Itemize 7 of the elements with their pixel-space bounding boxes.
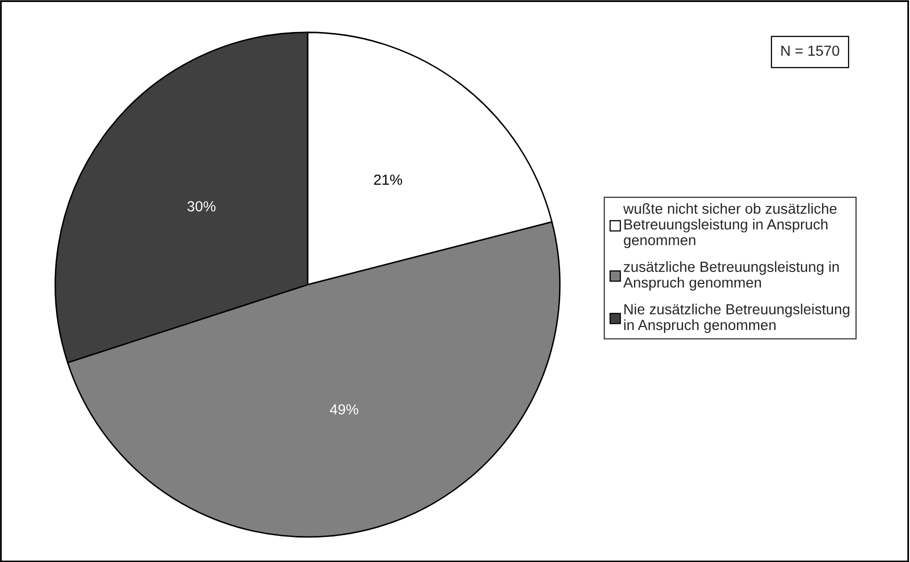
legend-label: wußte nicht sicher ob zusätzliche Betreuungsleistung in Anspruch genommen xyxy=(623,203,837,248)
text: N = 1570 xyxy=(781,46,840,56)
data-label: 49% xyxy=(330,404,358,415)
legend-label: zusätzliche Betreuungsleistung in Anspruch genommen xyxy=(623,261,839,291)
data-label: 21% xyxy=(374,174,402,185)
legend-label: Nie zusätzliche Betreuungsleistung in Anspruch genommen xyxy=(624,304,850,333)
data-label: 30% xyxy=(187,201,216,212)
